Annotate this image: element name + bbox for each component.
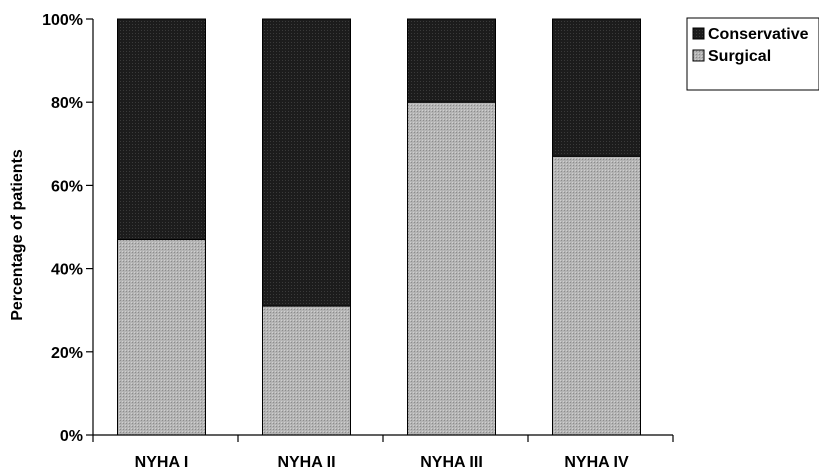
x-tick-label: NYHA II xyxy=(277,454,335,471)
legend-swatch-surgical xyxy=(692,49,705,62)
y-axis-title: Percentage of patients xyxy=(9,149,26,321)
legend-box xyxy=(686,17,819,91)
y-tick-label: 20% xyxy=(51,345,83,362)
bar-surgical-1 xyxy=(117,238,206,436)
bar-surgical-2 xyxy=(262,305,351,436)
legend-label-surgical: Surgical xyxy=(708,48,771,65)
y-tick-label: 100% xyxy=(42,12,83,29)
y-tick-label: 60% xyxy=(51,178,83,195)
bar-conservative-3 xyxy=(407,18,496,103)
bar-surgical-4 xyxy=(552,155,641,436)
y-tick-label: 80% xyxy=(51,95,83,112)
plot-area xyxy=(117,18,641,436)
y-tick-label: 0% xyxy=(60,428,83,445)
x-tick-label: NYHA I xyxy=(135,454,189,471)
bar-conservative-1 xyxy=(117,18,206,240)
legend: Conservative Surgical xyxy=(686,17,819,91)
bar-conservative-4 xyxy=(552,18,641,157)
x-tick-label: NYHA III xyxy=(420,454,483,471)
bar-surgical-3 xyxy=(407,101,496,436)
legend-swatch-conservative xyxy=(692,27,705,40)
x-axis: NYHA I NYHA II NYHA III NYHA IV xyxy=(92,434,674,471)
y-axis: 0% 20% 40% 60% 80% 100% xyxy=(42,12,94,445)
bar-conservative-2 xyxy=(262,18,351,307)
y-tick-label: 40% xyxy=(51,262,83,279)
legend-label-conservative: Conservative xyxy=(708,26,809,43)
x-tick-label: NYHA IV xyxy=(564,454,629,471)
